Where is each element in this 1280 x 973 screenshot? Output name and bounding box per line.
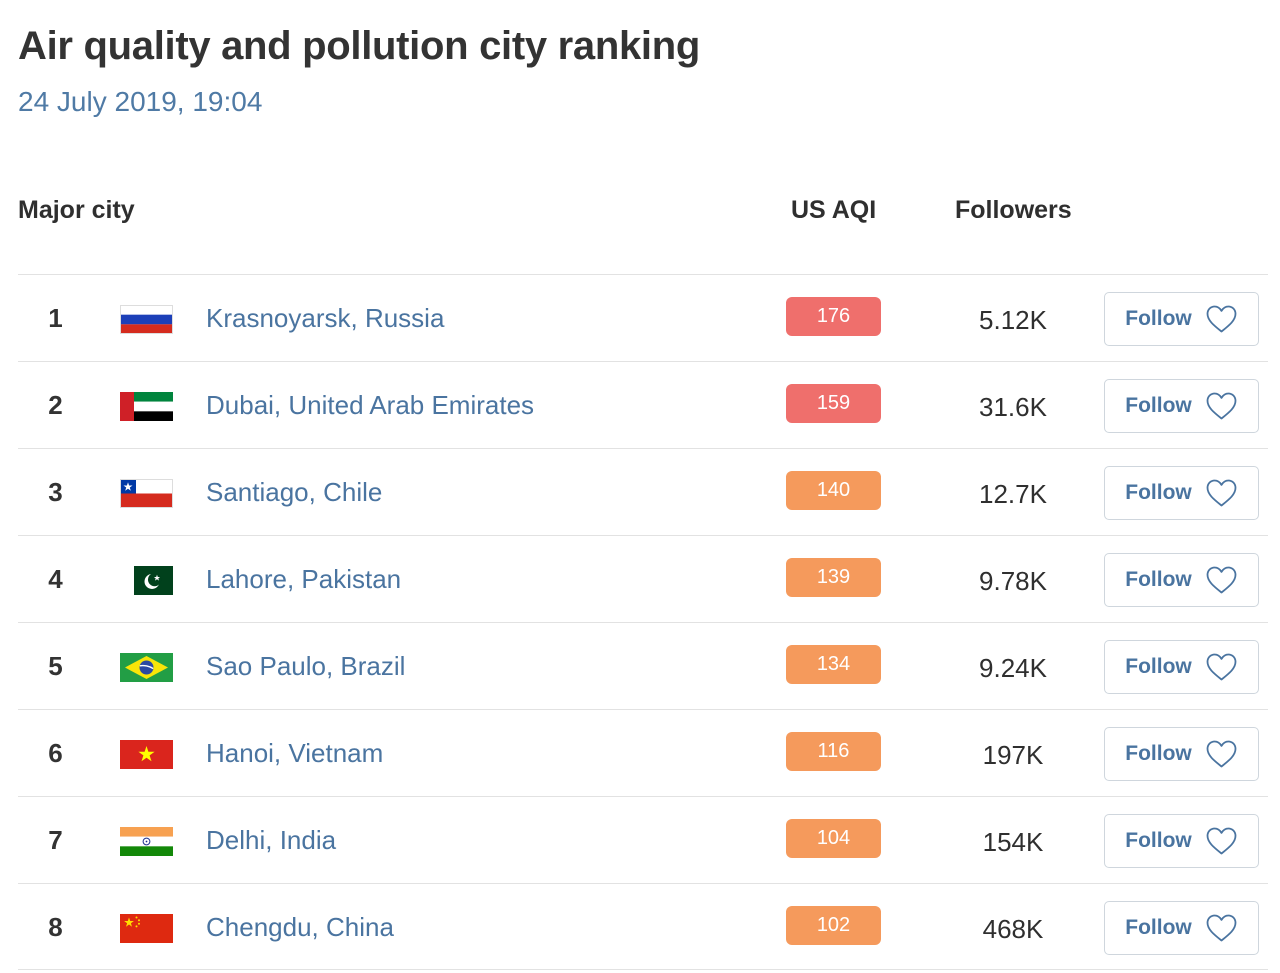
followers-count: 9.24K — [979, 653, 1047, 683]
city-link[interactable]: Sao Paulo, Brazil — [206, 651, 406, 681]
heart-icon — [1206, 653, 1237, 681]
follow-button[interactable]: Follow — [1104, 727, 1259, 781]
vietnam-flag-icon — [120, 740, 173, 769]
heart-icon — [1206, 740, 1237, 768]
aqi-badge: 140 — [786, 471, 881, 510]
brazil-flag-icon — [120, 653, 173, 682]
ranking-table: 1 Krasnoyarsk, Russia 176 5.12K Follow 2… — [18, 274, 1268, 970]
heart-icon — [1206, 479, 1237, 507]
follow-button-label: Follow — [1125, 655, 1192, 678]
aqi-badge: 159 — [786, 384, 881, 423]
aqi-badge: 102 — [786, 906, 881, 945]
follow-button[interactable]: Follow — [1104, 640, 1259, 694]
heart-icon — [1206, 305, 1237, 333]
table-row: 1 Krasnoyarsk, Russia 176 5.12K Follow — [18, 274, 1268, 361]
table-row: 4 Lahore, Pakistan 139 9.78K Follow — [18, 535, 1268, 622]
aqi-badge: 134 — [786, 645, 881, 684]
page-title: Air quality and pollution city ranking — [18, 24, 700, 68]
table-row: 3 Santiago, Chile 140 12.7K Follow — [18, 448, 1268, 535]
city-link[interactable]: Chengdu, China — [206, 912, 394, 942]
table-row: 5 Sao Paulo, Brazil 134 9.24K Follow — [18, 622, 1268, 709]
follow-button-label: Follow — [1125, 394, 1192, 417]
follow-button-label: Follow — [1125, 481, 1192, 504]
chile-flag-icon — [120, 479, 173, 508]
table-row: 7 Delhi, India 104 154K Follow — [18, 796, 1268, 883]
followers-count: 154K — [982, 827, 1044, 857]
follow-button-label: Follow — [1125, 568, 1192, 591]
table-row: 8 Chengdu, China 102 468K Follow — [18, 883, 1268, 970]
follow-button[interactable]: Follow — [1104, 379, 1259, 433]
followers-count: 197K — [982, 740, 1044, 770]
heart-icon — [1206, 914, 1237, 942]
heart-icon — [1206, 827, 1237, 855]
rank-number: 4 — [48, 564, 63, 594]
india-flag-icon — [120, 827, 173, 856]
pakistan-flag-icon — [120, 566, 173, 595]
heart-icon — [1206, 566, 1237, 594]
followers-count: 31.6K — [979, 392, 1047, 422]
follow-button-label: Follow — [1125, 742, 1192, 765]
city-link[interactable]: Dubai, United Arab Emirates — [206, 390, 535, 420]
aqi-badge: 104 — [786, 819, 881, 858]
rank-number: 3 — [48, 477, 63, 507]
uae-flag-icon — [120, 392, 173, 421]
follow-button-label: Follow — [1125, 916, 1192, 939]
city-link[interactable]: Lahore, Pakistan — [206, 564, 402, 594]
city-link[interactable]: Santiago, Chile — [206, 477, 383, 507]
table-header: Major city US AQI Followers — [18, 196, 1268, 230]
rank-number: 7 — [48, 825, 63, 855]
rank-number: 6 — [48, 738, 63, 768]
city-link[interactable]: Hanoi, Vietnam — [206, 738, 384, 768]
follow-button-label: Follow — [1125, 307, 1192, 330]
aqi-badge: 176 — [786, 297, 881, 336]
city-link[interactable]: Delhi, India — [206, 825, 337, 855]
rank-number: 1 — [48, 303, 63, 333]
follow-button[interactable]: Follow — [1104, 292, 1259, 346]
china-flag-icon — [120, 914, 173, 943]
column-header-us-aqi: US AQI — [791, 196, 877, 224]
followers-count: 12.7K — [979, 479, 1047, 509]
column-header-major-city: Major city — [18, 196, 135, 224]
aqi-badge: 116 — [786, 732, 881, 771]
rank-number: 2 — [48, 390, 63, 420]
russia-flag-icon — [120, 305, 173, 334]
followers-count: 5.12K — [979, 305, 1047, 335]
follow-button[interactable]: Follow — [1104, 814, 1259, 868]
follow-button-label: Follow — [1125, 829, 1192, 852]
rank-number: 5 — [48, 651, 63, 681]
followers-count: 468K — [982, 914, 1044, 944]
heart-icon — [1206, 392, 1237, 420]
aqi-badge: 139 — [786, 558, 881, 597]
table-row: 2 Dubai, United Arab Emirates 159 31.6K … — [18, 361, 1268, 448]
follow-button[interactable]: Follow — [1104, 553, 1259, 607]
column-header-followers: Followers — [955, 196, 1072, 224]
ranking-timestamp: 24 July 2019, 19:04 — [18, 86, 263, 117]
city-link[interactable]: Krasnoyarsk, Russia — [206, 303, 445, 333]
follow-button[interactable]: Follow — [1104, 466, 1259, 520]
table-row: 6 Hanoi, Vietnam 116 197K Follow — [18, 709, 1268, 796]
rank-number: 8 — [48, 912, 63, 942]
follow-button[interactable]: Follow — [1104, 901, 1259, 955]
followers-count: 9.78K — [979, 566, 1047, 596]
